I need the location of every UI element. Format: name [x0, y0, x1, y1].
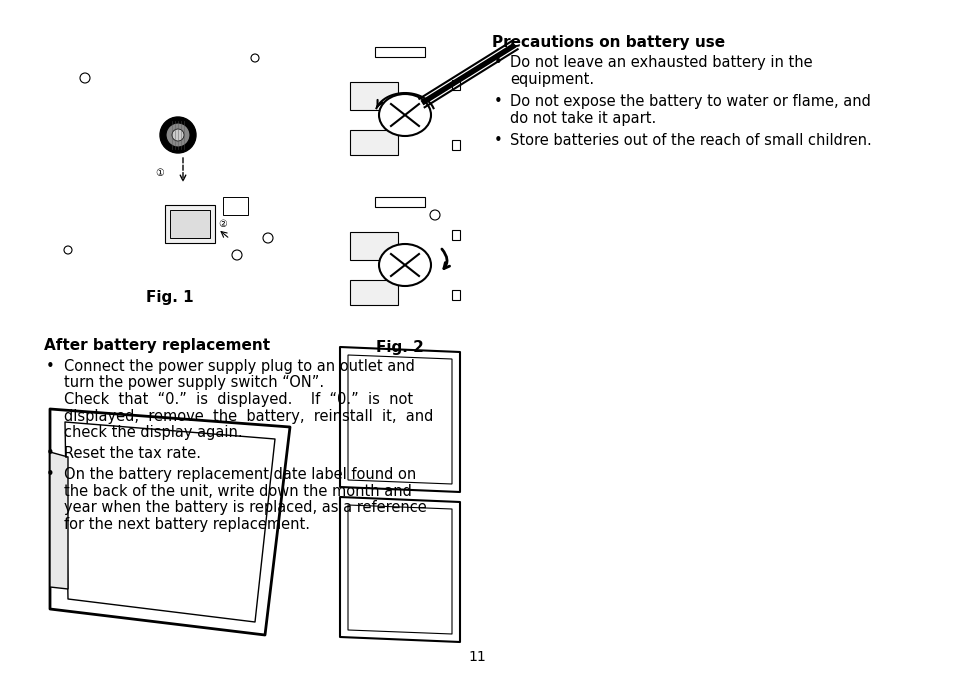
Text: the back of the unit, write down the month and: the back of the unit, write down the mon…	[64, 483, 412, 498]
Text: •: •	[46, 359, 54, 374]
Bar	[452, 140, 459, 150]
Ellipse shape	[378, 244, 431, 286]
Text: for the next battery replacement.: for the next battery replacement.	[64, 517, 310, 531]
Bar	[452, 80, 459, 90]
Bar	[350, 232, 397, 260]
Text: check the display again.: check the display again.	[64, 425, 242, 440]
Text: Precautions on battery use: Precautions on battery use	[492, 35, 724, 50]
Text: equipment.: equipment.	[510, 72, 594, 87]
Bar	[350, 82, 397, 110]
Text: ①: ①	[155, 168, 164, 178]
Text: Fig. 1: Fig. 1	[146, 290, 193, 305]
Ellipse shape	[378, 94, 431, 136]
Bar	[165, 205, 214, 243]
Bar	[170, 210, 210, 238]
Polygon shape	[339, 347, 459, 492]
Bar	[223, 197, 248, 215]
Text: 11: 11	[468, 650, 485, 664]
Bar	[350, 280, 397, 305]
Text: ②: ②	[218, 219, 227, 229]
Circle shape	[160, 117, 195, 153]
Text: After battery replacement: After battery replacement	[44, 338, 270, 353]
Text: Store batteries out of the reach of small children.: Store batteries out of the reach of smal…	[510, 133, 871, 148]
Bar	[375, 47, 424, 57]
Text: •: •	[494, 55, 502, 70]
Text: year when the battery is replaced, as a reference: year when the battery is replaced, as a …	[64, 500, 426, 515]
Text: do not take it apart.: do not take it apart.	[510, 111, 656, 126]
Text: Do not expose the battery to water or flame, and: Do not expose the battery to water or fl…	[510, 94, 870, 109]
Circle shape	[172, 129, 184, 141]
Text: Do not leave an exhausted battery in the: Do not leave an exhausted battery in the	[510, 55, 812, 70]
Polygon shape	[339, 497, 459, 642]
Text: •: •	[494, 133, 502, 148]
Polygon shape	[50, 452, 68, 589]
Text: Reset the tax rate.: Reset the tax rate.	[64, 445, 201, 460]
Circle shape	[166, 123, 190, 147]
Text: •: •	[46, 467, 54, 482]
Bar	[452, 290, 459, 300]
Text: Fig. 2: Fig. 2	[375, 340, 423, 355]
Bar	[452, 230, 459, 240]
Text: Connect the power supply plug to an outlet and: Connect the power supply plug to an outl…	[64, 359, 415, 374]
Bar	[350, 130, 397, 155]
Bar	[375, 197, 424, 207]
Text: displayed,  remove  the  battery,  reinstall  it,  and: displayed, remove the battery, reinstall…	[64, 408, 433, 424]
Text: •: •	[46, 445, 54, 460]
Text: On the battery replacement date label found on: On the battery replacement date label fo…	[64, 467, 416, 482]
Text: turn the power supply switch “ON”.: turn the power supply switch “ON”.	[64, 376, 324, 391]
Text: •: •	[494, 94, 502, 109]
Polygon shape	[50, 409, 290, 635]
Text: Check  that  “0.”  is  displayed.    If  “0.”  is  not: Check that “0.” is displayed. If “0.” is…	[64, 392, 413, 407]
